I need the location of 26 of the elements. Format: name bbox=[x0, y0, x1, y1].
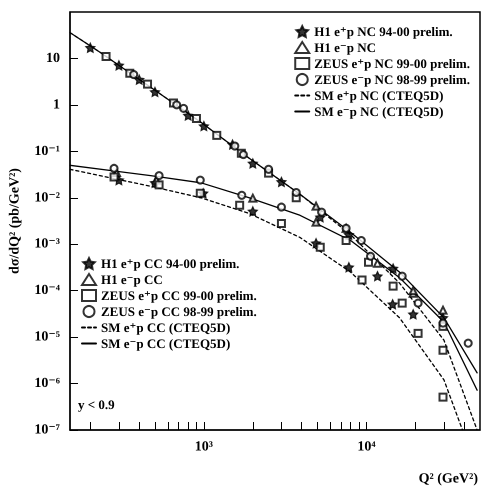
y-tick-label: 10⁻⁴ bbox=[34, 283, 61, 298]
y-tick-label: 10⁻⁶ bbox=[34, 376, 60, 392]
legend-label: H1 e⁺p CC 94-00 prelim. bbox=[101, 256, 240, 271]
annotation: y < 0.9 bbox=[78, 397, 116, 412]
legend-label: SM e⁻p NC (CTEQ5D) bbox=[314, 104, 444, 119]
y-axis-title: dσ/dQ² (pb/GeV²) bbox=[8, 168, 22, 274]
y-tick-label: 1 bbox=[53, 97, 60, 112]
legend-label: ZEUS e⁻p CC 98-99 prelim. bbox=[101, 304, 257, 319]
x-tick-label: 10⁴ bbox=[357, 440, 376, 454]
legend-label: H1 e⁻p CC bbox=[101, 272, 163, 287]
y-tick-label: 10 bbox=[46, 50, 60, 66]
legend-label: SM e⁺p NC (CTEQ5D) bbox=[314, 88, 444, 103]
y-tick-label: 10⁻² bbox=[34, 190, 60, 206]
legend-label: ZEUS e⁺p NC 99-00 prelim. bbox=[314, 56, 470, 71]
y-tick-label: 10⁻⁵ bbox=[34, 330, 60, 345]
legend-label: H1 e⁻p NC bbox=[314, 40, 376, 55]
legend-label: H1 e⁺p NC 94-00 prelim. bbox=[314, 24, 453, 39]
x-tick-label: 10³ bbox=[194, 440, 213, 454]
legend-label: ZEUS e⁺p CC 99-00 prelim. bbox=[101, 288, 257, 303]
y-tick-label: 10⁻⁷ bbox=[34, 422, 60, 438]
legend-label: SM e⁻p CC (CTEQ5D) bbox=[101, 336, 230, 351]
x-axis-title: Q² (GeV²) bbox=[418, 472, 478, 486]
legend-label: SM e⁺p CC (CTEQ5D) bbox=[101, 320, 230, 335]
legend-label: ZEUS e⁻p NC 98-99 prelim. bbox=[314, 72, 470, 87]
y-tick-label: 10⁻¹ bbox=[34, 144, 60, 159]
y-tick-label: 10⁻³ bbox=[34, 236, 60, 252]
